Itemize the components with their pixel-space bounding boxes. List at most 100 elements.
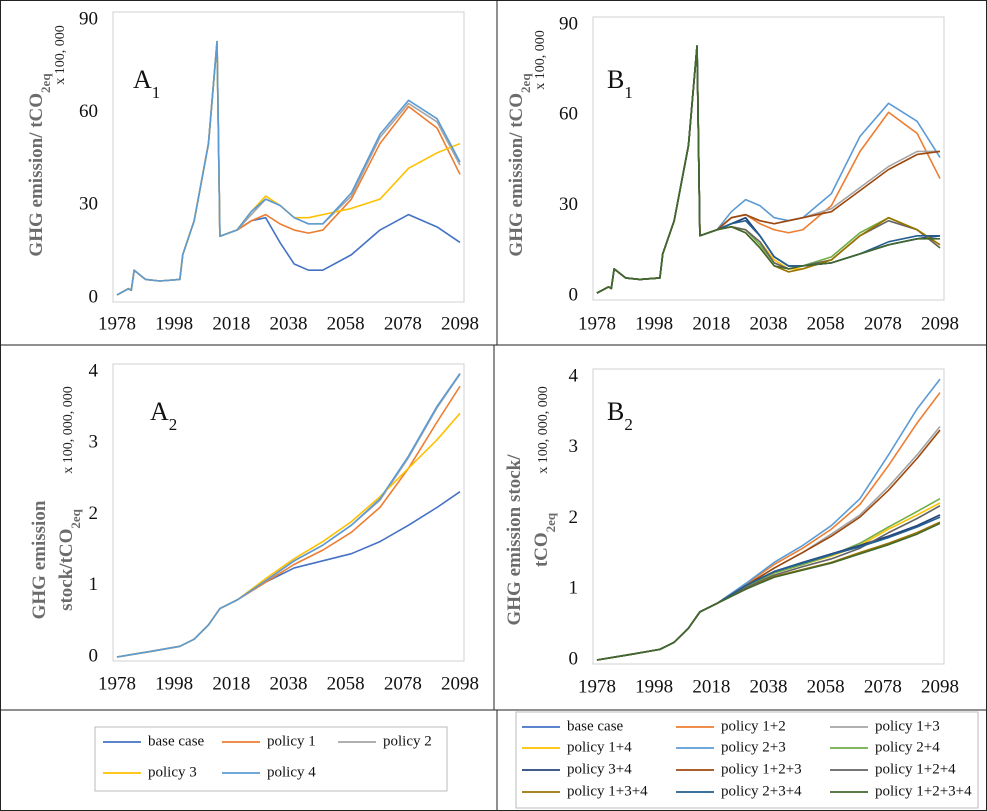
x-tick-label: 1978 bbox=[578, 676, 616, 697]
panel-label: B1 bbox=[607, 65, 633, 102]
panel-letter: A bbox=[133, 65, 152, 94]
y-axis-title: GHG emission bbox=[29, 500, 50, 619]
x-tick-label: 2058 bbox=[807, 676, 845, 697]
panel-subscript: 2 bbox=[169, 415, 178, 434]
y-tick-label: 0 bbox=[569, 648, 579, 669]
legend-label: policy 4 bbox=[267, 764, 316, 780]
x-tick-label: 1978 bbox=[98, 673, 136, 694]
legend-label: policy 1+4 bbox=[567, 739, 632, 755]
legend-label: policy 1+2 bbox=[721, 718, 786, 734]
panel-label: A1 bbox=[133, 65, 160, 102]
y-axis-title: GHG emission stock/ bbox=[504, 454, 525, 626]
legend-label: policy 2+4 bbox=[875, 739, 940, 755]
panel-letter: B bbox=[607, 65, 624, 94]
y-axis-title: GHG emission/ tCO2eq bbox=[26, 73, 53, 257]
x-tick-label: 2078 bbox=[384, 313, 422, 334]
y-axis-title-text: GHG emission bbox=[29, 500, 50, 619]
x-tick-label: 2098 bbox=[921, 676, 959, 697]
y-tick-label: 60 bbox=[79, 101, 98, 122]
x-tick-label: 2018 bbox=[212, 313, 250, 334]
y-axis-title-text: GHG emission/ tCO bbox=[506, 93, 527, 257]
y-axis-title: tCO2eq bbox=[531, 512, 558, 567]
y-tick-label: 3 bbox=[89, 432, 99, 453]
panel-letter: A bbox=[150, 397, 169, 426]
legend-label: policy 1+2+4 bbox=[875, 761, 956, 777]
legend-box bbox=[515, 711, 979, 809]
y-tick-label: 3 bbox=[569, 436, 579, 457]
legend-label: policy 1+3+4 bbox=[567, 783, 648, 799]
y-multiplier: x 100, 000, 000 bbox=[61, 386, 76, 474]
panel-label: A2 bbox=[150, 397, 177, 434]
legend-label: policy 1 bbox=[267, 733, 316, 749]
x-tick-label: 1978 bbox=[578, 313, 616, 334]
legend-box bbox=[94, 726, 448, 792]
panel-subscript: 1 bbox=[624, 83, 633, 102]
y-tick-label: 60 bbox=[559, 104, 578, 125]
x-tick-label: 1978 bbox=[98, 313, 136, 334]
series-line bbox=[116, 40, 461, 296]
x-tick-label: 2018 bbox=[212, 673, 250, 694]
y-axis-title: GHG emission/ tCO2eq bbox=[506, 73, 533, 257]
y-tick-label: 30 bbox=[559, 194, 578, 215]
y-tick-label: 1 bbox=[89, 574, 99, 595]
y-tick-label: 90 bbox=[79, 8, 98, 29]
legend-label: policy 3 bbox=[148, 764, 197, 780]
plot-area bbox=[112, 11, 465, 303]
panel-subscript: 2 bbox=[624, 415, 633, 434]
x-tick-label: 2038 bbox=[270, 313, 308, 334]
y-axis-title-subscript: 2eq bbox=[543, 512, 558, 532]
y-axis-title-subscript: 2eq bbox=[38, 73, 53, 93]
series-line bbox=[596, 45, 940, 294]
y-tick-label: 4 bbox=[89, 360, 99, 381]
x-tick-label: 2098 bbox=[921, 313, 959, 334]
x-tick-label: 2038 bbox=[750, 676, 788, 697]
y-multiplier: x 100, 000 bbox=[533, 30, 548, 90]
x-tick-label: 1998 bbox=[155, 313, 193, 334]
y-axis-title-text: GHG emission stock/ bbox=[504, 454, 525, 626]
y-multiplier: x 100, 000 bbox=[53, 25, 68, 85]
x-tick-label: 1998 bbox=[635, 313, 673, 334]
x-tick-label: 2098 bbox=[441, 673, 479, 694]
panel-letter: B bbox=[607, 397, 624, 426]
y-tick-label: 30 bbox=[79, 194, 98, 215]
y-axis-title-text: GHG emission/ tCO bbox=[26, 93, 47, 257]
x-tick-label: 2018 bbox=[692, 676, 730, 697]
y-axis-title-subscript: 2eq bbox=[68, 508, 83, 528]
y-tick-label: 0 bbox=[89, 286, 99, 307]
y-tick-label: 1 bbox=[569, 578, 579, 599]
legend-label: policy 1+2+3 bbox=[721, 761, 802, 777]
y-multiplier: x 100, 000, 000 bbox=[536, 386, 551, 474]
panel-subscript: 1 bbox=[152, 83, 161, 102]
y-tick-label: 2 bbox=[89, 503, 99, 524]
x-tick-label: 2058 bbox=[327, 673, 365, 694]
y-axis-title-text: tCO bbox=[531, 532, 552, 567]
x-tick-label: 2038 bbox=[270, 673, 308, 694]
legend-label: policy 1+2+3+4 bbox=[875, 783, 972, 799]
x-tick-label: 2018 bbox=[692, 313, 730, 334]
series-line bbox=[116, 372, 461, 658]
series-line bbox=[596, 522, 941, 661]
y-tick-label: 4 bbox=[569, 365, 579, 386]
legend-label: policy 1+3 bbox=[875, 718, 940, 734]
legend-label: base case bbox=[567, 718, 624, 734]
y-tick-label: 0 bbox=[89, 645, 99, 666]
legend-label: policy 2+3+4 bbox=[721, 783, 802, 799]
x-tick-label: 1998 bbox=[635, 676, 673, 697]
legend-label: base case bbox=[148, 733, 205, 749]
x-tick-label: 2038 bbox=[750, 313, 788, 334]
x-tick-label: 2078 bbox=[864, 313, 902, 334]
x-tick-label: 2058 bbox=[807, 313, 845, 334]
plot-area bbox=[112, 363, 465, 662]
x-tick-label: 1998 bbox=[155, 673, 193, 694]
x-tick-label: 2078 bbox=[864, 676, 902, 697]
legend-label: policy 2 bbox=[383, 733, 432, 749]
y-tick-label: 0 bbox=[569, 284, 579, 305]
y-axis-title-text: stock/tCO bbox=[56, 529, 77, 611]
y-axis-title-subscript: 2eq bbox=[518, 73, 533, 93]
plot-area bbox=[592, 368, 945, 665]
legend-label: policy 3+4 bbox=[567, 761, 632, 777]
legend-label: policy 2+3 bbox=[721, 739, 786, 755]
y-axis-title: stock/tCO2eq bbox=[56, 508, 83, 611]
x-tick-label: 2078 bbox=[384, 673, 422, 694]
